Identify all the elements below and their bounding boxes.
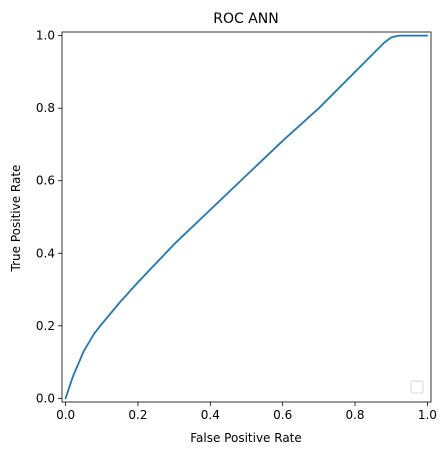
plot-area: 0.0 0.2 0.4 0.6 0.8 1.0 0.0 0.2 0.4 0.6 0.8 1.0 (36, 29, 437, 422)
x-tick-label: 0.0 (56, 408, 75, 422)
y-axis-label: True Positive Rate (9, 165, 23, 273)
y-tick-label: 0.0 (36, 391, 55, 405)
y-tick-label: 0.4 (36, 246, 55, 260)
roc-curve-line (64, 34, 429, 400)
plot-frame (61, 31, 432, 403)
x-axis-label: False Positive Rate (190, 431, 302, 445)
x-tick-label: 0.4 (201, 408, 220, 422)
x-tick-label: 0.6 (273, 408, 292, 422)
chart-title: ROC ANN (213, 11, 279, 27)
y-tick-label: 0.8 (36, 101, 55, 115)
legend-box (410, 380, 424, 394)
y-tick-label: 0.6 (36, 174, 55, 188)
x-tick-label: 0.8 (345, 408, 364, 422)
y-tick-label: 1.0 (36, 29, 55, 43)
x-tick-label: 1.0 (418, 408, 437, 422)
y-tick-label: 0.2 (36, 319, 55, 333)
x-tick-label: 0.2 (128, 408, 147, 422)
